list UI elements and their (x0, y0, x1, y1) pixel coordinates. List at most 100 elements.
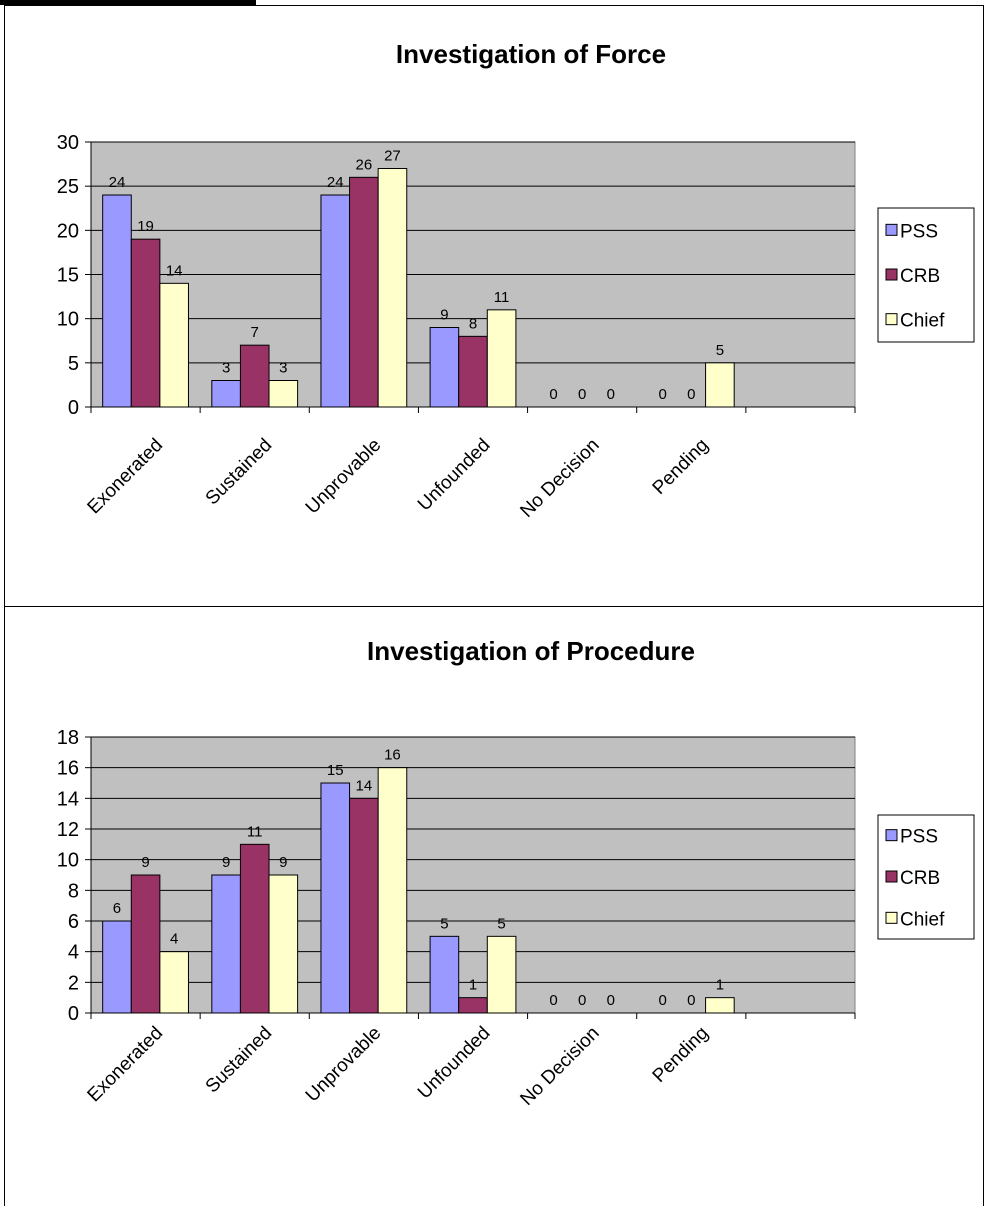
procedure-bar-pss (429, 935, 460, 1014)
force-y-tick-label: 20 (57, 220, 79, 242)
force-bar-chief (159, 282, 189, 408)
procedure-chart-title: Investigation of Procedure (367, 636, 695, 666)
force-data-label: 5 (716, 342, 724, 359)
procedure-y-tick-label: 10 (57, 850, 79, 872)
procedure-y-tick-label: 18 (57, 727, 79, 749)
procedure-data-label: 6 (113, 900, 121, 917)
procedure-y-tick-label: 8 (68, 880, 79, 902)
procedure-plot-area (90, 736, 856, 1014)
procedure-y-tick-label: 4 (68, 942, 79, 964)
force-bar-chief (486, 309, 517, 408)
force-data-label: 19 (137, 218, 154, 235)
force-y-tick-label: 5 (68, 353, 79, 375)
force-y-tick-label: 30 (57, 132, 79, 154)
force-data-label: 0 (578, 386, 586, 403)
procedure-data-label: 0 (659, 992, 667, 1009)
procedure-data-label: 5 (440, 915, 448, 932)
force-bar-crb (130, 238, 161, 408)
force-data-label: 9 (440, 307, 448, 324)
procedure-data-label: 0 (607, 992, 615, 1009)
procedure-bar-pss (102, 920, 132, 1014)
force-bar-pss (320, 194, 351, 408)
procedure-data-label: 15 (327, 762, 344, 779)
procedure-bar-crb (458, 997, 488, 1014)
procedure-bar-crb (239, 843, 270, 1014)
force-bar-chief (268, 380, 299, 408)
force-category-label: No Decision (516, 435, 603, 522)
force-chart: Investigation of Force051015202530241914… (57, 39, 975, 522)
procedure-legend-swatch-pss (885, 829, 898, 842)
procedure-y-tick-label: 0 (68, 1003, 79, 1025)
force-bar-pss (211, 380, 241, 408)
force-y-tick-label: 15 (57, 265, 79, 287)
force-y-tick-label: 0 (68, 397, 79, 419)
procedure-legend-label-pss: PSS (900, 827, 938, 848)
force-data-label: 27 (384, 148, 401, 165)
force-chart-frame: Investigation of Force 0 5 10 15 20 25 30 24 19 14… (4, 5, 984, 607)
force-category-label: Pending (649, 435, 713, 499)
procedure-bar-chief (159, 951, 189, 1014)
procedure-chart: Investigation of Procedure02468101214161… (57, 636, 975, 1110)
force-data-label: 3 (279, 360, 287, 377)
force-legend-swatch-crb (885, 268, 898, 281)
procedure-chart-frame: Investigation of Procedure 0 2 4 6 8 10 12 14 16 1… (4, 606, 984, 1206)
force-bar-crb (349, 176, 379, 408)
procedure-data-label: 9 (279, 854, 287, 871)
procedure-data-label: 9 (141, 854, 149, 871)
force-category-label: Exonerated (84, 435, 168, 519)
procedure-data-label: 16 (384, 747, 401, 764)
procedure-y-tick-label: 6 (68, 911, 79, 933)
force-category-label: Unfounded (414, 435, 495, 516)
force-legend-swatch-pss (885, 223, 898, 236)
procedure-legend-swatch-crb (885, 870, 898, 883)
procedure-data-label: 14 (356, 777, 373, 794)
procedure-y-tick-label: 14 (57, 788, 79, 810)
force-y-tick-label: 10 (57, 309, 79, 331)
procedure-bar-crb (130, 874, 161, 1014)
force-category-label: Sustained (202, 435, 277, 510)
procedure-y-tick-label: 12 (57, 819, 79, 841)
procedure-data-label: 5 (497, 915, 505, 932)
force-data-label: 0 (607, 386, 615, 403)
procedure-data-label: 11 (247, 823, 263, 840)
force-bar-chief (705, 362, 735, 408)
procedure-bar-chief (377, 767, 408, 1014)
procedure-category-label: Pending (649, 1023, 713, 1087)
procedure-bar-chief (705, 997, 735, 1014)
procedure-legend-label-crb: CRB (900, 868, 940, 889)
force-y-tick-label: 25 (57, 176, 79, 198)
force-category-label: Unprovable (302, 435, 386, 519)
procedure-bar-crb (349, 797, 379, 1014)
force-data-label: 0 (659, 386, 667, 403)
force-data-label: 11 (494, 289, 510, 306)
procedure-y-tick-label: 2 (68, 972, 79, 994)
procedure-category-label: Unfounded (414, 1023, 495, 1104)
procedure-data-label: 0 (549, 992, 557, 1009)
procedure-category-label: Exonerated (84, 1023, 168, 1107)
force-legend-swatch-chief (885, 313, 898, 326)
procedure-bar-chief (486, 935, 517, 1014)
force-data-label: 0 (549, 386, 557, 403)
procedure-data-label: 0 (578, 992, 586, 1009)
force-bar-crb (458, 335, 488, 408)
force-legend-label-pss: PSS (900, 221, 938, 242)
procedure-bar-chief (268, 874, 299, 1014)
force-bar-pss (429, 327, 460, 408)
procedure-category-label: Unprovable (302, 1023, 386, 1107)
procedure-legend-swatch-chief (885, 911, 898, 924)
procedure-data-label: 1 (716, 977, 724, 994)
force-data-label: 7 (251, 324, 259, 341)
top-rule (0, 0, 256, 5)
force-data-label: 26 (356, 156, 373, 173)
force-legend-label-chief: Chief (900, 311, 945, 332)
force-data-label: 0 (687, 386, 695, 403)
force-bar-pss (102, 194, 132, 408)
force-data-label: 24 (109, 174, 126, 191)
procedure-data-label: 4 (170, 931, 178, 948)
force-legend-label-crb: CRB (900, 266, 940, 287)
force-bar-crb (239, 344, 270, 408)
force-data-label: 24 (327, 174, 344, 191)
force-data-label: 8 (469, 315, 477, 332)
force-data-label: 3 (222, 360, 230, 377)
procedure-bar-pss (320, 782, 351, 1014)
